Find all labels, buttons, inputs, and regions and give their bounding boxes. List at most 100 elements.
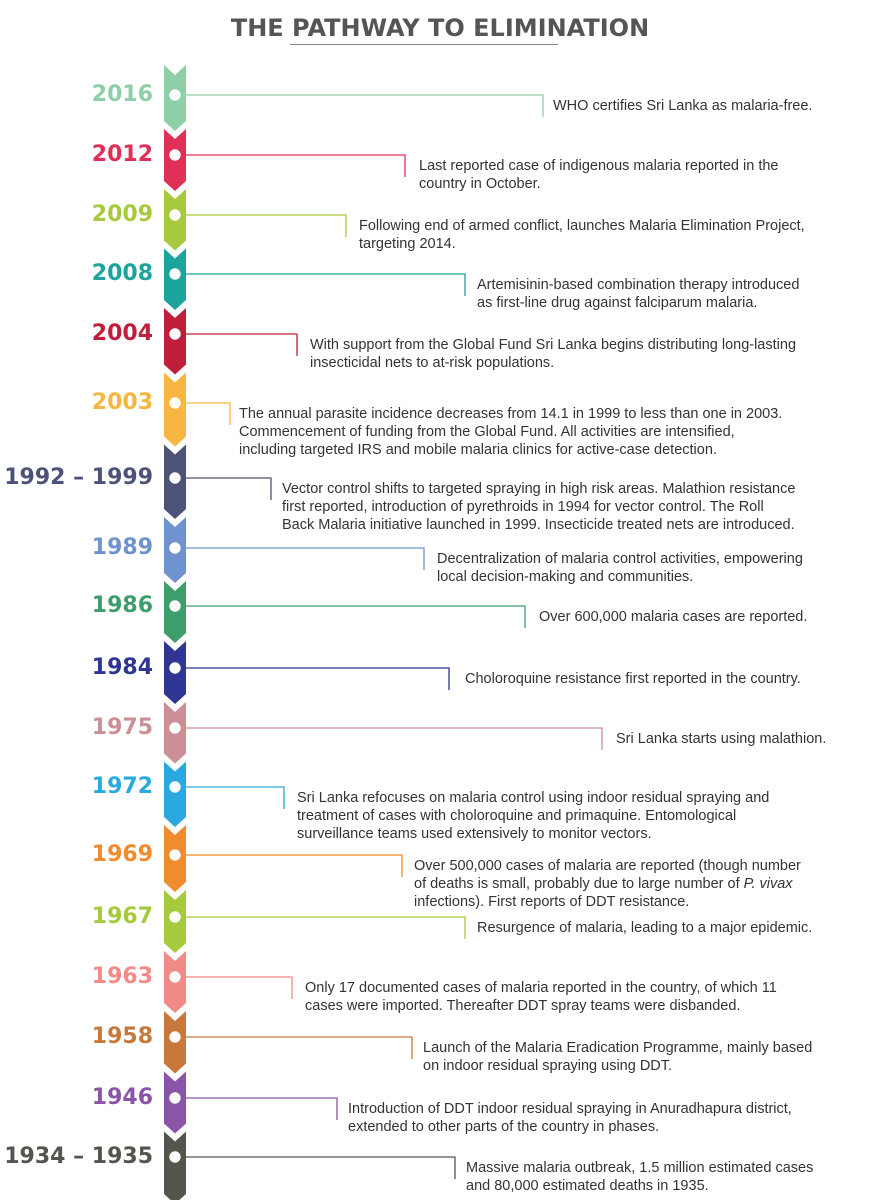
event-description-line: cases were imported. Thereafter DDT spra… [305, 998, 741, 1014]
event-description-line: of deaths is small, probably due to larg… [414, 876, 793, 892]
event-description-line: including targeted IRS and mobile malari… [239, 442, 717, 458]
event-description: WHO certifies Sri Lanka as malaria-free. [553, 97, 812, 115]
timeline-node-7 [169, 542, 181, 554]
timeline-node-1 [169, 149, 181, 161]
event-description-line: Back Malaria initiative launched in 1999… [282, 517, 795, 533]
timeline-node-16 [169, 1092, 181, 1104]
connector-line-1 [175, 154, 406, 177]
event-year: 2009 [91, 202, 153, 227]
connector-line-12 [175, 854, 403, 877]
timeline-node-4 [169, 328, 181, 340]
event-description-line: insecticidal nets to at-risk populations… [310, 355, 555, 371]
title-underline [290, 44, 558, 45]
timeline-node-12 [169, 849, 181, 861]
connector-line-2 [175, 214, 347, 237]
timeline-segment-8 [164, 581, 186, 643]
timeline-node-14 [169, 971, 181, 983]
event-description: Over 500,000 cases of malaria are report… [414, 857, 801, 911]
timeline-segment-11 [164, 761, 186, 827]
event-description-line: Following end of armed conflict, launche… [359, 218, 805, 234]
event-description: Launch of the Malaria Eradication Progra… [423, 1039, 812, 1075]
event-description-line: Commencement of funding from the Global … [239, 424, 735, 440]
event-year: 2012 [91, 142, 153, 167]
event-year: 1946 [91, 1085, 153, 1110]
event-description-line: WHO certifies Sri Lanka as malaria-free. [553, 98, 813, 114]
event-description-line: infections). First reports of DDT resist… [414, 894, 690, 910]
timeline-node-9 [169, 662, 181, 674]
event-year: 2003 [91, 390, 153, 415]
event-description-line: Launch of the Malaria Eradication Progra… [423, 1040, 813, 1056]
connector-line-8 [175, 605, 526, 628]
event-year: 1969 [91, 842, 153, 867]
event-year: 1984 [91, 655, 153, 680]
event-description: Vector control shifts to targeted sprayi… [282, 480, 795, 534]
event-year: 1986 [91, 593, 153, 618]
event-year: 1975 [91, 715, 153, 740]
event-description-line: Introduction of DDT indoor residual spra… [348, 1101, 792, 1117]
timeline-node-11 [169, 781, 181, 793]
connector-line-0 [175, 94, 544, 117]
connector-line-11 [175, 786, 285, 809]
event-description: Sri Lanka starts using malathion. [616, 730, 826, 748]
timeline-node-17 [169, 1151, 181, 1163]
event-year: 1989 [91, 535, 153, 560]
connector-line-6 [175, 477, 272, 500]
event-description: Massive malaria outbreak, 1.5 million es… [466, 1159, 813, 1195]
event-description-line: surveillance teams used extensively to m… [297, 826, 652, 842]
event-description-line: With support from the Global Fund Sri La… [310, 337, 797, 353]
event-description: Resurgence of malaria, leading to a majo… [477, 919, 812, 937]
event-year: 1972 [91, 774, 153, 799]
event-description-line: first reported, introduction of pyrethro… [282, 499, 764, 515]
event-description: Over 600,000 malaria cases are reported. [539, 608, 807, 626]
connector-line-9 [175, 667, 450, 690]
timeline-node-13 [169, 911, 181, 923]
event-description-line: local decision-making and communities. [437, 569, 694, 585]
event-description-line: Sri Lanka starts using malathion. [616, 731, 827, 747]
event-year: 2008 [91, 261, 153, 286]
event-description: Introduction of DDT indoor residual spra… [348, 1100, 792, 1136]
event-description-line: Decentralization of malaria control acti… [437, 551, 803, 567]
event-description-line: Last reported case of indigenous malaria… [419, 158, 779, 174]
event-description-line: treatment of cases with choloroquine and… [297, 808, 737, 824]
event-year: 2016 [91, 82, 153, 107]
connector-line-4 [175, 333, 298, 356]
connector-line-10 [175, 727, 603, 750]
event-description-line: on indoor residual spraying using DDT. [423, 1058, 673, 1074]
connector-line-5 [175, 402, 231, 425]
connector-line-3 [175, 273, 466, 296]
event-description: Sri Lanka refocuses on malaria control u… [297, 789, 769, 843]
event-description: Last reported case of indigenous malaria… [419, 157, 779, 193]
event-year: 1958 [91, 1024, 153, 1049]
timeline-node-15 [169, 1031, 181, 1043]
event-description: Decentralization of malaria control acti… [437, 550, 803, 586]
event-description: The annual parasite incidence decreases … [239, 405, 782, 459]
connector-line-7 [175, 547, 425, 570]
event-description-line: Sri Lanka refocuses on malaria control u… [297, 790, 770, 806]
timeline-node-0 [169, 89, 181, 101]
event-year: 1963 [91, 964, 153, 989]
event-description-line: and 80,000 estimated deaths in 1935. [466, 1178, 709, 1194]
event-description-line: Massive malaria outbreak, 1.5 million es… [466, 1160, 814, 1176]
timeline-node-8 [169, 600, 181, 612]
event-year: 1967 [91, 904, 153, 929]
connector-line-15 [175, 1036, 413, 1059]
connector-line-17 [175, 1156, 456, 1179]
event-year: 1934 – 1935 [4, 1144, 153, 1169]
timeline-node-2 [169, 209, 181, 221]
event-description: Artemisinin-based combination therapy in… [477, 276, 799, 312]
timeline-node-10 [169, 722, 181, 734]
timeline-segment-5 [164, 372, 186, 447]
event-description-line: Choloroquine resistance first reported i… [465, 671, 801, 687]
timeline-node-3 [169, 268, 181, 280]
event-description-line: Over 600,000 malaria cases are reported. [539, 609, 808, 625]
event-year: 2004 [91, 321, 153, 346]
event-description-line: Only 17 documented cases of malaria repo… [305, 980, 777, 996]
event-description-line: Over 500,000 cases of malaria are report… [414, 858, 801, 874]
event-description-line: extended to other parts of the country i… [348, 1119, 660, 1135]
event-description-line: Artemisinin-based combination therapy in… [477, 277, 800, 293]
event-description-line: Resurgence of malaria, leading to a majo… [477, 920, 813, 936]
timeline-node-6 [169, 472, 181, 484]
event-description-line: country in October. [419, 176, 541, 192]
connector-line-13 [175, 916, 466, 939]
